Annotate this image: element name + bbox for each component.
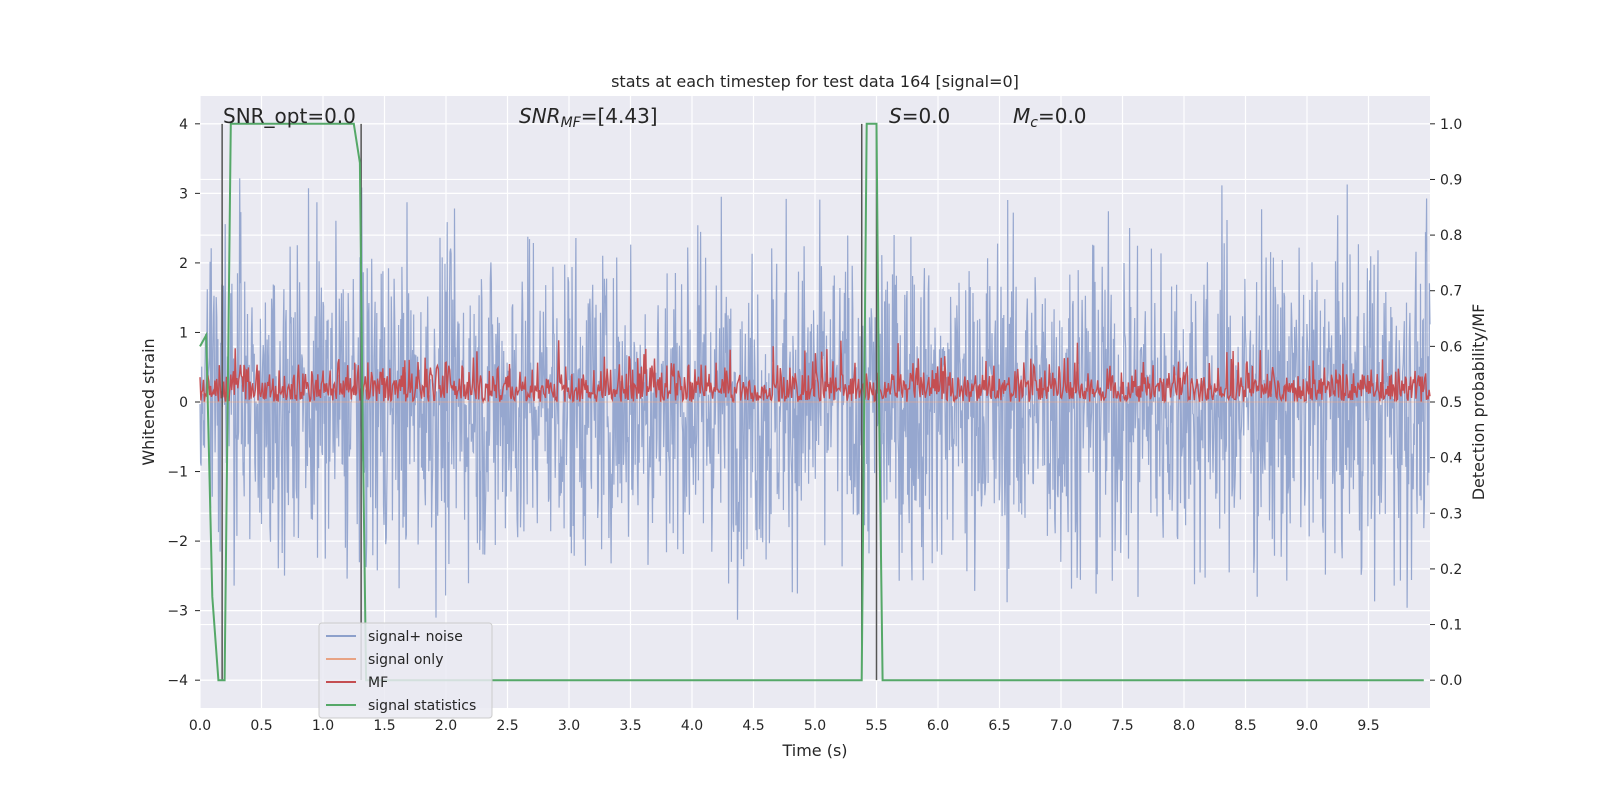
x-tick-label: 3.5 — [619, 718, 641, 734]
y-axis-label-left: Whitened strain — [139, 338, 158, 465]
annotation-s-value: =0.0 — [902, 104, 951, 128]
axis-ticks: 0.0 0.5 1.0 1.5 2.0 2.5 3.0 3.5 4.0 4.5 5.0 5.5 6.0 6… — [167, 117, 1462, 734]
x-tick-label: 4.0 — [681, 718, 703, 734]
legend: signal+ noise signal only MF signal stat… — [318, 622, 493, 719]
annotation-snr-mf-value: =[4.43] — [581, 104, 658, 128]
series-mf — [199, 340, 1431, 405]
y-tick-label-left: 1 — [179, 325, 188, 341]
x-tick-label: 2.0 — [435, 718, 457, 734]
y-tick-label-right: 0.2 — [1440, 562, 1462, 578]
y-tick-label-left: −4 — [167, 673, 188, 689]
y-tick-label-right: 0.7 — [1440, 284, 1462, 300]
x-tick-label: 1.5 — [373, 718, 395, 734]
annotation-mc-main: M — [1013, 104, 1030, 128]
x-tick-label: 9.0 — [1296, 718, 1318, 734]
chart-title: stats at each timestep for test data 164… — [611, 72, 1019, 91]
y-tick-label-right: 0.1 — [1440, 618, 1462, 634]
annotation-s: S=0.0 — [889, 104, 950, 128]
series-signal-statistics — [199, 122, 1424, 682]
y-tick-label-right: 1.0 — [1440, 117, 1462, 133]
y-tick-label-right: 0.6 — [1440, 339, 1462, 355]
x-tick-label: 0.0 — [189, 718, 211, 734]
legend-label-mf: MF — [368, 675, 388, 691]
annotation-mc: Mc=0.0 — [1013, 104, 1087, 131]
x-tick-label: 1.0 — [312, 718, 334, 734]
x-tick-label: 5.5 — [865, 718, 887, 734]
x-tick-label: 3.0 — [558, 718, 580, 734]
legend-box — [318, 622, 493, 719]
y-tick-label-right: 0.9 — [1440, 172, 1462, 188]
annotation-s-main: S — [889, 104, 902, 128]
annotation-mc-value: =0.0 — [1038, 104, 1087, 128]
annotation-snr-mf-main: SNR — [519, 104, 561, 128]
y-tick-label-left: 0 — [179, 395, 188, 411]
x-tick-label: 4.5 — [742, 718, 764, 734]
x-tick-label: 8.5 — [1234, 718, 1256, 734]
annotation-snr-mf: SNRMF=[4.43] — [519, 104, 658, 131]
x-tick-label: 6.0 — [927, 718, 949, 734]
y-tick-label-left: −2 — [167, 534, 188, 550]
x-tick-label: 5.0 — [804, 718, 826, 734]
x-tick-label: 7.0 — [1050, 718, 1072, 734]
y-tick-label-left: −1 — [167, 465, 188, 481]
x-tick-label: 6.5 — [988, 718, 1010, 734]
x-tick-label: 7.5 — [1111, 718, 1133, 734]
series-signal-noise — [199, 178, 1431, 620]
y-tick-label-left: 3 — [179, 186, 188, 202]
y-tick-label-right: 0.3 — [1440, 506, 1462, 522]
line-signal-statistics — [199, 122, 1424, 682]
x-tick-label: 2.5 — [496, 718, 518, 734]
x-tick-label: 8.0 — [1173, 718, 1195, 734]
y-tick-label-right: 0.8 — [1440, 228, 1462, 244]
x-axis-label: Time (s) — [781, 741, 847, 760]
legend-label-signal-noise: signal+ noise — [368, 629, 463, 645]
y-tick-label-right: 0.4 — [1440, 451, 1462, 467]
annotation-snr-mf-sub: MF — [561, 115, 582, 131]
y-tick-label-left: 4 — [179, 117, 188, 133]
y-tick-label-right: 0.0 — [1440, 673, 1462, 689]
x-tick-label: 0.5 — [250, 718, 272, 734]
legend-label-signal-statistics: signal statistics — [368, 698, 476, 714]
y-axis-label-right: Detection probability/MF — [1469, 304, 1488, 501]
annotation-mc-sub: c — [1030, 115, 1038, 131]
y-tick-label-left: −3 — [167, 604, 188, 620]
line-signal-noise — [199, 178, 1431, 620]
y-tick-label-right: 0.5 — [1440, 395, 1462, 411]
x-tick-label: 9.5 — [1357, 718, 1379, 734]
legend-label-signal-only: signal only — [368, 652, 443, 668]
line-mf — [199, 340, 1431, 405]
y-tick-label-left: 2 — [179, 256, 188, 272]
annotation-snr-opt: SNR_opt=0.0 — [223, 104, 356, 128]
